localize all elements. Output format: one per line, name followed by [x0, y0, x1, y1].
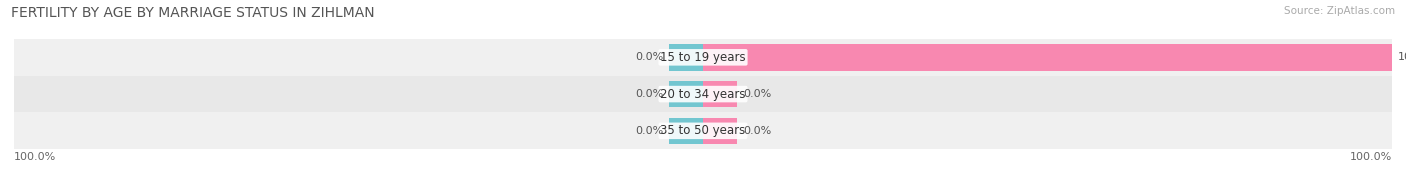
Text: 35 to 50 years: 35 to 50 years: [661, 124, 745, 137]
Text: Source: ZipAtlas.com: Source: ZipAtlas.com: [1284, 6, 1395, 16]
Bar: [703, 81, 738, 107]
Bar: [703, 44, 1392, 71]
Bar: [669, 81, 703, 107]
Bar: [669, 118, 703, 144]
Text: 100.0%: 100.0%: [1350, 152, 1392, 162]
Text: 0.0%: 0.0%: [742, 126, 772, 136]
Text: 100.0%: 100.0%: [14, 152, 56, 162]
Text: 0.0%: 0.0%: [742, 89, 772, 99]
Text: 0.0%: 0.0%: [634, 89, 664, 99]
Bar: [14, 39, 1392, 76]
Bar: [669, 44, 703, 71]
Text: 0.0%: 0.0%: [634, 126, 664, 136]
Bar: [703, 118, 738, 144]
Bar: [14, 113, 1392, 149]
Text: 15 to 19 years: 15 to 19 years: [661, 51, 745, 64]
Text: 20 to 34 years: 20 to 34 years: [661, 88, 745, 101]
Text: 0.0%: 0.0%: [634, 52, 664, 62]
Bar: [14, 76, 1392, 113]
Text: 100.0%: 100.0%: [1398, 52, 1406, 62]
Text: FERTILITY BY AGE BY MARRIAGE STATUS IN ZIHLMAN: FERTILITY BY AGE BY MARRIAGE STATUS IN Z…: [11, 6, 375, 20]
